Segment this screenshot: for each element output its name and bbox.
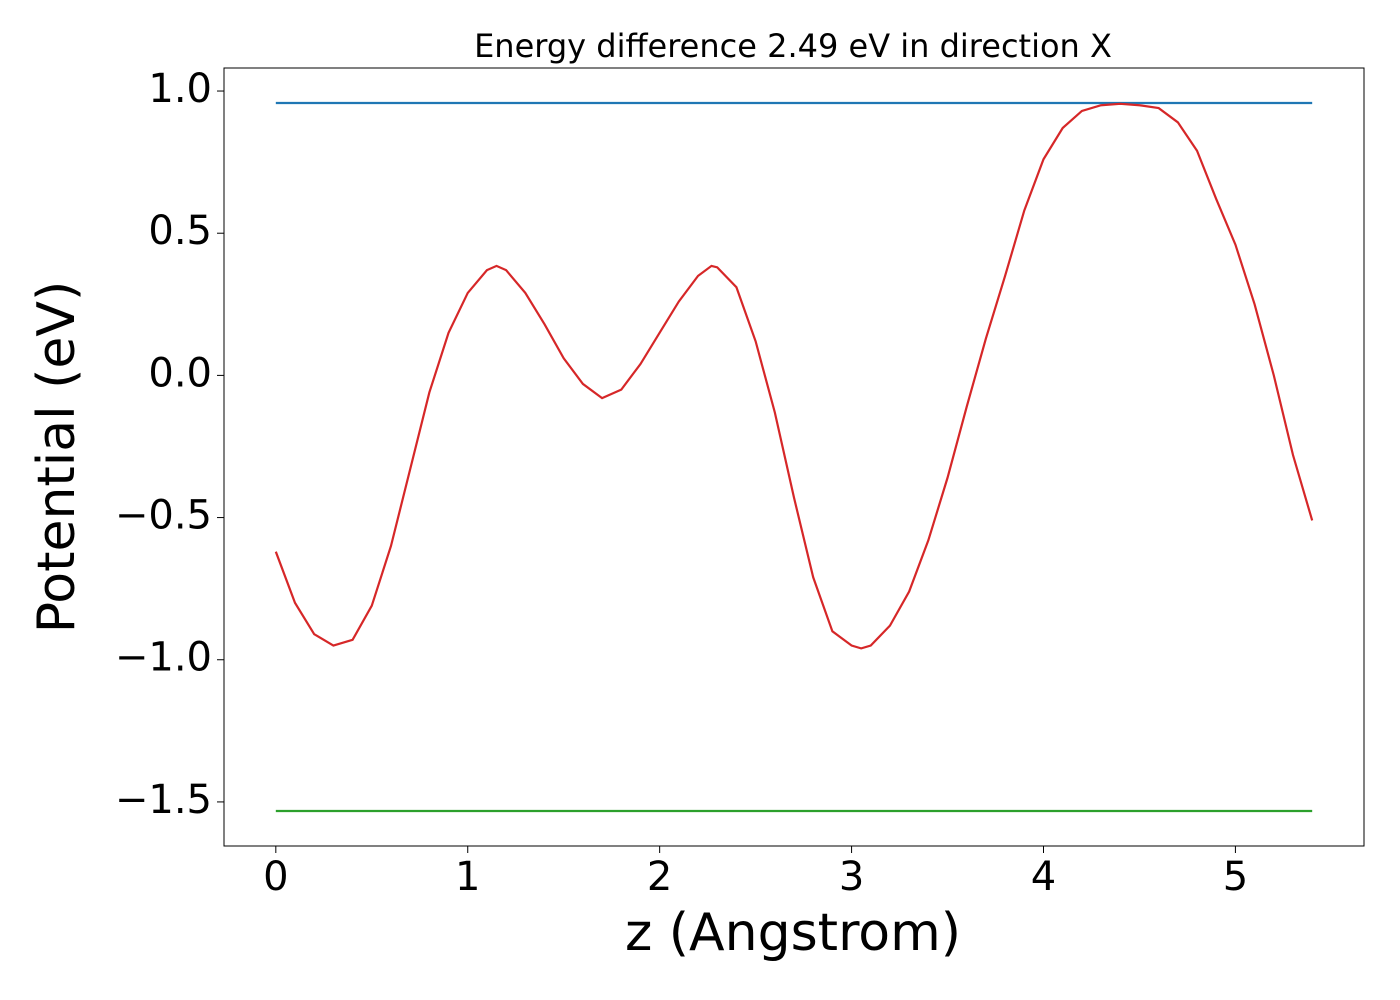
x-tick-label: 2: [647, 854, 672, 900]
x-tick-label: 4: [1031, 854, 1056, 900]
x-tick-label: 3: [839, 854, 864, 900]
y-tick-label: 1.0: [148, 66, 212, 112]
y-tick-label: 0.0: [148, 350, 212, 396]
y-axis-label: Potential (eV): [27, 281, 87, 633]
plot-frame: [223, 67, 1365, 847]
y-tick-label: −0.5: [115, 493, 212, 539]
chart-title: Energy difference 2.49 eV in direction X: [474, 27, 1112, 65]
x-tick-label: 1: [455, 854, 480, 900]
x-axis-label: z (Angstrom): [625, 903, 961, 963]
y-tick-label: −1.0: [115, 635, 212, 681]
x-tick-label: 0: [263, 854, 288, 900]
y-tick-label: −1.5: [115, 777, 212, 823]
y-tick-label: 0.5: [148, 208, 212, 254]
data-line: [274, 102, 1314, 650]
x-tick-label: 5: [1223, 854, 1248, 900]
